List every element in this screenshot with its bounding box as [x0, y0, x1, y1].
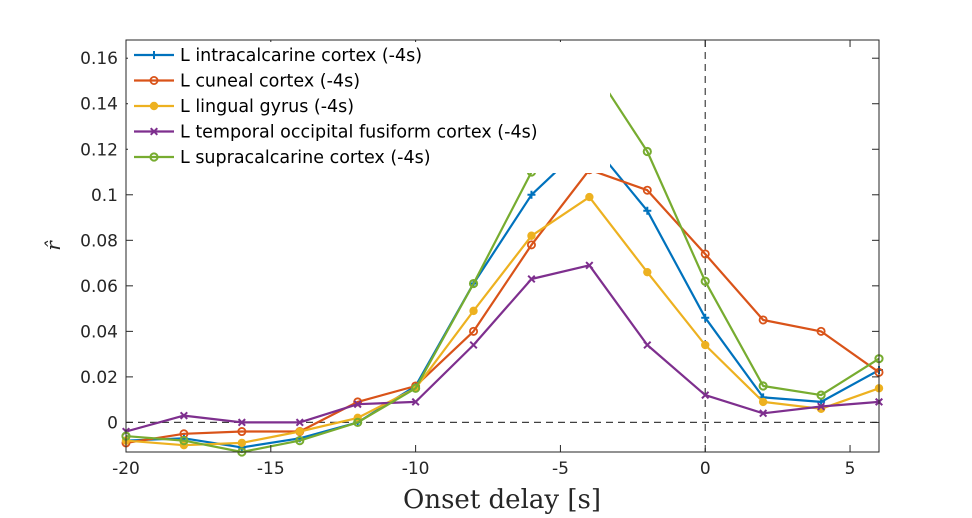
data-point-marker	[643, 206, 652, 215]
data-point-marker	[179, 411, 188, 420]
data-point-marker	[526, 240, 536, 250]
data-point-marker	[468, 278, 479, 289]
data-point-marker	[469, 326, 479, 336]
data-point-marker	[585, 192, 594, 202]
x-tick-label: 5	[845, 459, 856, 479]
legend-entry: L intracalcarine cortex (-4s)	[134, 46, 422, 66]
y-tick-label: 0.06	[80, 277, 118, 297]
data-point-marker	[237, 427, 247, 437]
data-point-marker	[237, 438, 247, 448]
data-point-marker	[816, 326, 826, 336]
data-point-marker	[642, 185, 652, 195]
data-point-marker	[527, 274, 536, 284]
x-axis: -20 -15 -10 -5 0 5	[112, 40, 855, 479]
data-point-marker	[149, 76, 159, 86]
x-tick-label: -10	[402, 459, 430, 479]
legend-entry: L supracalcarine cortex (-4s)	[134, 148, 431, 168]
data-point-marker	[295, 418, 304, 427]
data-point-marker	[817, 402, 826, 411]
legend-entry: L temporal occipital fusiform cortex (-4…	[134, 123, 538, 143]
data-point-marker	[701, 391, 710, 400]
y-tick-label: 0.08	[80, 231, 118, 251]
data-point-marker	[353, 400, 362, 409]
data-point-marker	[179, 436, 189, 446]
data-point-marker	[149, 152, 159, 162]
plot-frame	[125, 39, 880, 453]
data-point-marker	[149, 127, 159, 136]
y-tick-label: 0.12	[80, 140, 118, 160]
data-point-marker	[295, 436, 305, 446]
data-point-marker	[701, 313, 710, 322]
data-point-marker	[643, 267, 652, 277]
y-tick-label: 0.04	[80, 322, 118, 342]
y-tick-label: 0.14	[80, 95, 118, 115]
y-axis: 0 0.02 0.04 0.06 0.08 0.1 0.12 0.14 0.16	[80, 49, 879, 433]
data-point-marker	[149, 101, 159, 111]
data-point-marker	[527, 231, 536, 240]
x-tick-label: -5	[552, 459, 569, 479]
data-point-marker	[758, 381, 768, 391]
legend: L intracalcarine cortex (-4s) L cuneal co…	[128, 42, 610, 173]
legend-label: L cuneal cortex (-4s)	[180, 72, 360, 92]
data-point-marker	[700, 276, 710, 286]
data-point-marker	[150, 51, 158, 59]
data-point-marker	[295, 427, 304, 436]
legend-box	[128, 42, 610, 173]
data-point-marker	[758, 315, 768, 325]
data-point-marker	[411, 397, 420, 406]
series-line	[125, 61, 880, 454]
y-tick-label: 0	[107, 413, 118, 433]
y-tick-label: 0.16	[80, 49, 118, 69]
y-tick-label: 0.02	[80, 368, 118, 388]
series-line	[125, 139, 880, 449]
x-tick-label: -15	[257, 459, 285, 479]
data-point-marker	[469, 306, 478, 316]
legend-entry: L lingual gyrus (-4s)	[134, 97, 354, 117]
x-tick-label: -20	[112, 459, 140, 479]
legend-label: L temporal occipital fusiform cortex (-4…	[180, 123, 538, 143]
legend-entry: L cuneal cortex (-4s)	[134, 72, 360, 92]
data-point-marker	[585, 261, 594, 270]
data-point-marker	[700, 249, 710, 259]
series-line	[125, 196, 880, 447]
y-tick-label: 0.1	[91, 186, 118, 206]
data-point-marker	[642, 146, 652, 157]
data-point-marker	[816, 390, 826, 400]
series-line	[125, 168, 880, 444]
data-point-marker	[237, 418, 246, 427]
data-point-marker	[759, 409, 768, 418]
x-axis-label: Onset delay [s]	[403, 485, 601, 515]
data-point-marker	[758, 397, 768, 407]
data-point-marker	[701, 340, 710, 350]
data-point-marker	[353, 417, 363, 428]
legend-label: L intracalcarine cortex (-4s)	[180, 46, 422, 66]
data-point-marker	[643, 341, 652, 350]
x-tick-label: 0	[700, 459, 711, 479]
data-point-marker	[527, 190, 536, 199]
series-line	[125, 264, 880, 433]
y-axis-label: r̂	[41, 240, 65, 251]
legend-label: L supracalcarine cortex (-4s)	[180, 148, 431, 168]
legend-label: L lingual gyrus (-4s)	[180, 97, 354, 117]
data-point-marker	[469, 341, 478, 350]
data-point-marker	[411, 383, 421, 393]
